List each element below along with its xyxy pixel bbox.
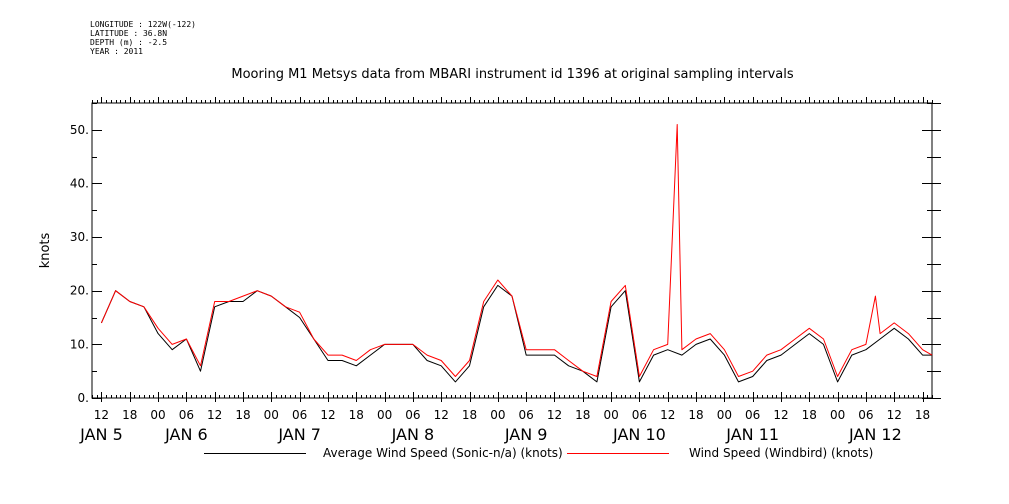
longitude-label: LONGITUDE : 122W(-122): [90, 20, 196, 29]
legend-black-line: [204, 453, 306, 454]
x-tick-label: 12: [434, 408, 449, 422]
x-tick-label: 12: [887, 408, 902, 422]
x-day-label: JAN 5: [79, 425, 123, 444]
x-tick-label: 06: [632, 408, 647, 422]
x-day-label: JAN 7: [277, 425, 321, 444]
year-label: YEAR : 2011: [90, 47, 143, 56]
x-tick-label: 18: [915, 408, 930, 422]
chart-title: Mooring M1 Metsys data from MBARI instru…: [231, 67, 794, 82]
x-tick-label: 12: [94, 408, 109, 422]
legend: Average Wind Speed (Sonic-n/a) (knots) W…: [0, 446, 1009, 466]
y-tick-label: 10.: [70, 337, 89, 351]
x-tick-label: 00: [717, 408, 732, 422]
x-tick-label: 00: [150, 408, 165, 422]
y-tick-label: 20.: [70, 284, 89, 298]
x-day-label: JAN 11: [725, 425, 779, 444]
x-tick-label: 06: [519, 408, 534, 422]
x-tick-label: 00: [830, 408, 845, 422]
x-tick-label: 06: [292, 408, 307, 422]
x-day-label: JAN 9: [504, 425, 548, 444]
x-tick-label: 18: [462, 408, 477, 422]
x-tick-label: 12: [660, 408, 675, 422]
latitude-label: LATITUDE : 36.8N: [90, 29, 168, 38]
x-day-label: JAN 10: [612, 425, 666, 444]
x-tick-label: 06: [745, 408, 760, 422]
legend-red-line: [567, 453, 669, 454]
series-line-windbird: [100, 124, 933, 377]
x-tick-label: 18: [802, 408, 817, 422]
x-day-label: JAN 12: [848, 425, 902, 444]
x-tick-label: 06: [858, 408, 873, 422]
depth-label: DEPTH (m) : -2.5: [90, 38, 168, 47]
x-tick-label: 18: [575, 408, 590, 422]
y-axis-label: knots: [38, 232, 53, 268]
metadata-block: LONGITUDE : 122W(-122) LATITUDE : 36.8N …: [90, 20, 196, 56]
x-tick-label: 06: [405, 408, 420, 422]
x-tick-label: 00: [264, 408, 279, 422]
y-tick-label: 0.: [78, 391, 89, 405]
x-day-label: JAN 8: [391, 425, 435, 444]
x-day-label: JAN 6: [164, 425, 208, 444]
x-tick-label: 18: [122, 408, 137, 422]
x-tick-label: 12: [547, 408, 562, 422]
x-tick-label: 00: [603, 408, 618, 422]
x-tick-label: 12: [207, 408, 222, 422]
x-tick-label: 06: [179, 408, 194, 422]
legend-red-label: Wind Speed (Windbird) (knots): [689, 446, 874, 460]
x-tick-label: 00: [377, 408, 392, 422]
y-tick-label: 50.: [70, 123, 89, 137]
x-tick-label: 12: [773, 408, 788, 422]
x-tick-label: 18: [235, 408, 250, 422]
y-tick-label: 30.: [70, 230, 89, 244]
legend-black-label: Average Wind Speed (Sonic-n/a) (knots): [323, 446, 563, 460]
plot-frame: [91, 102, 933, 399]
x-tick-label: 00: [490, 408, 505, 422]
y-tick-label: 40.: [70, 176, 89, 190]
x-tick-label: 18: [349, 408, 364, 422]
series-line-average-wind: [100, 284, 932, 383]
x-tick-label: 18: [688, 408, 703, 422]
x-tick-label: 12: [320, 408, 335, 422]
